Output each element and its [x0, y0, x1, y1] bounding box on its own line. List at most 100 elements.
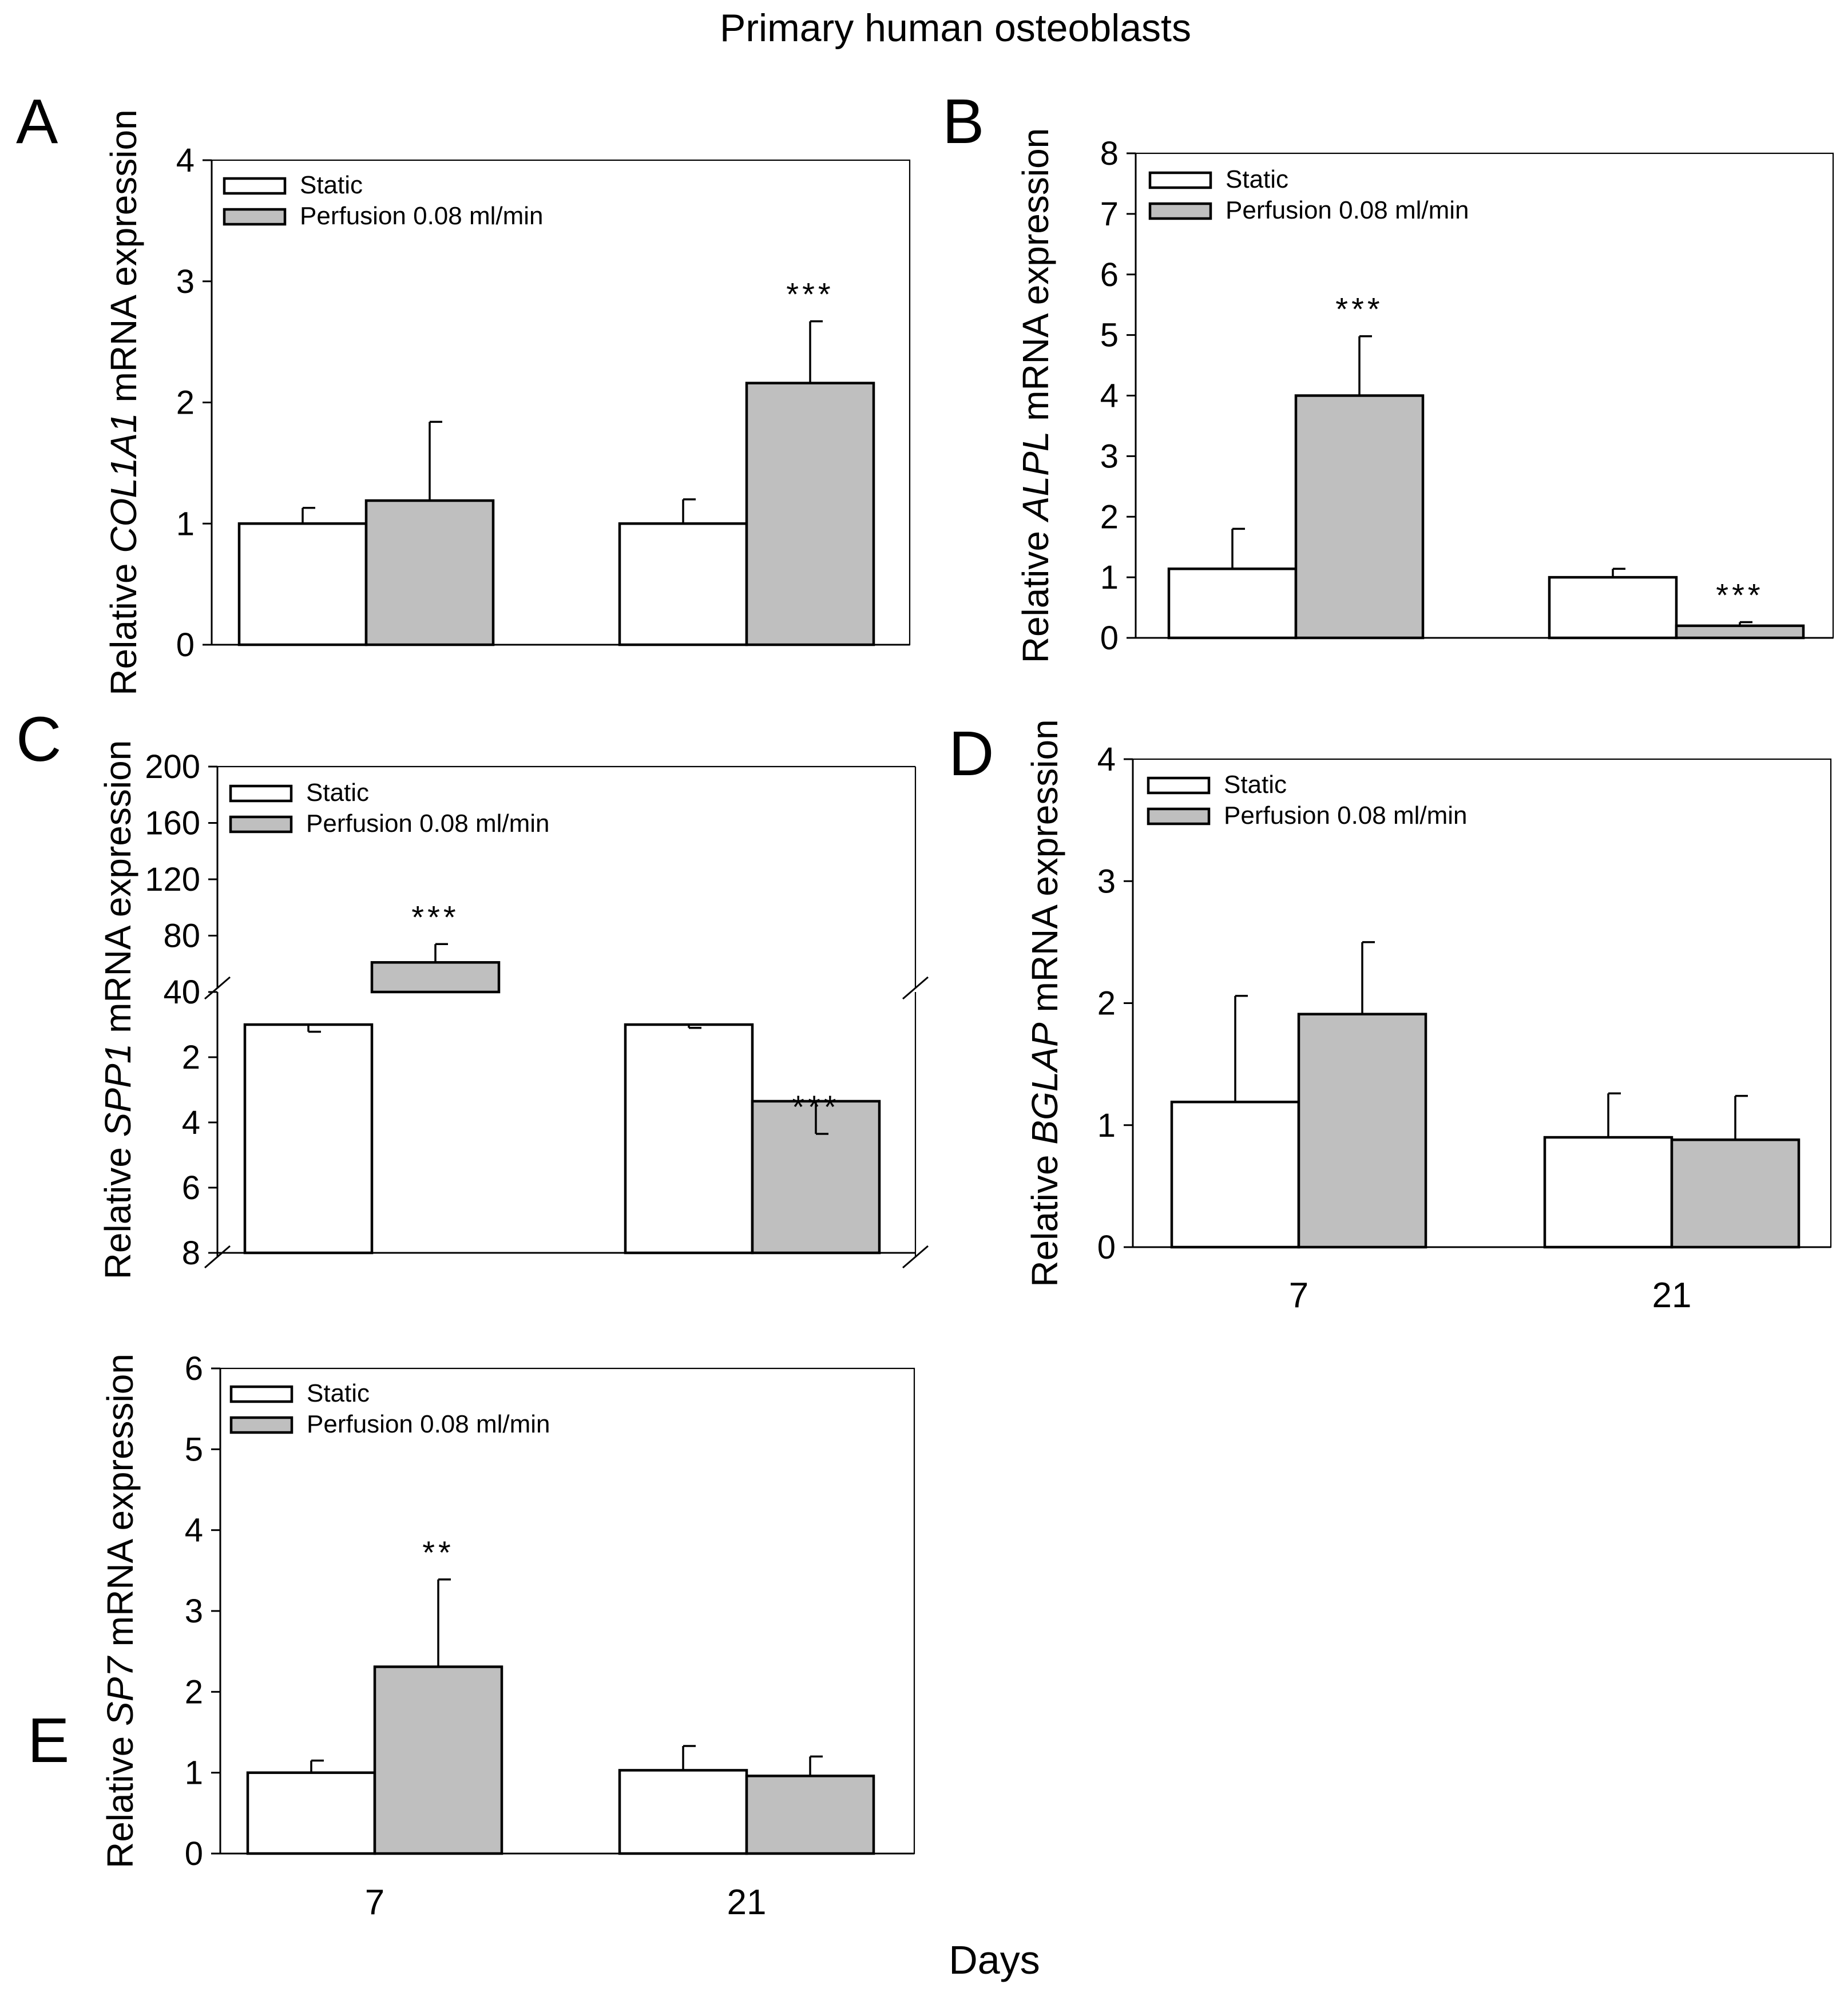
bar-static	[618, 1769, 748, 1855]
bar-static	[624, 1023, 754, 1255]
legend-swatch-static	[223, 177, 287, 195]
y-tick-label: 3	[1100, 438, 1119, 475]
y-axis-label: Relative COL1A1 mRNA expression	[103, 109, 144, 695]
x-tick-label: 7	[1289, 1276, 1308, 1315]
bar-static	[246, 1771, 376, 1855]
y-tick-label: 120	[145, 861, 200, 898]
legend-swatch-perfusion	[1147, 807, 1211, 826]
y-tick-label: 4	[182, 1104, 200, 1141]
y-tick-label: 6	[1100, 256, 1119, 293]
x-tick-label: 21	[727, 1883, 767, 1922]
bar-perfusion	[1675, 624, 1805, 640]
y-axis-label: Relative SPP1 mRNA expression	[97, 740, 138, 1280]
y-tick-label: 7	[1100, 196, 1119, 233]
legend-swatch-perfusion	[1148, 202, 1212, 220]
legend-swatch-perfusion	[229, 815, 293, 834]
bar-static	[1167, 568, 1298, 640]
legend-swatch-static	[1148, 171, 1212, 189]
x-axis-label: Days	[949, 1938, 1040, 1982]
legend-label-perfusion: Perfusion 0.08 ml/min	[1226, 196, 1469, 224]
y-tick-label: 2	[182, 1039, 200, 1076]
y-axis-label: Relative ALPL mRNA expression	[1015, 128, 1056, 664]
significance-label: ***	[786, 276, 834, 312]
y-tick-label: 8	[1100, 135, 1119, 172]
y-tick-label: 1	[1097, 1107, 1116, 1144]
y-tick-label: 3	[176, 263, 195, 300]
y-axis-label-gene: SPP1	[97, 1043, 138, 1137]
figure-title: Primary human osteoblasts	[720, 6, 1191, 50]
x-tick-label: 21	[1652, 1276, 1692, 1315]
significance-label: ***	[1335, 291, 1383, 327]
bar-static	[618, 522, 748, 646]
y-axis-label-prefix: Relative	[97, 1137, 138, 1279]
y-axis-label-prefix: Relative	[1015, 521, 1056, 663]
legend-label-perfusion: Perfusion 0.08 ml/min	[300, 202, 544, 230]
y-axis-label: Relative BGLAP mRNA expression	[1024, 719, 1065, 1287]
y-axis-label-suffix: mRNA expression	[97, 740, 138, 1043]
y-axis-label-gene: COL1A1	[103, 412, 144, 553]
y-axis-label-prefix: Relative	[1024, 1145, 1065, 1287]
y-tick-label: 5	[1100, 317, 1119, 354]
y-tick-label: 4	[185, 1512, 203, 1549]
y-axis-label-gene: BGLAP	[1024, 1022, 1065, 1145]
y-tick-label: 0	[176, 626, 195, 664]
y-axis-label-suffix: mRNA expression	[1024, 719, 1065, 1022]
significance-label: ***	[1716, 577, 1763, 613]
y-tick-label: 1	[176, 505, 195, 542]
y-tick-label: 2	[176, 384, 195, 422]
panel-e: E 0 1 2 3 4 5 6 Relative SP7 mRNA expression ** 7 2…	[27, 1350, 915, 1922]
axis-break-mark-left-upper	[204, 976, 231, 1000]
bar-perfusion	[364, 499, 495, 646]
axis-break-mark-right-lower	[902, 1245, 929, 1269]
bar-perfusion	[745, 382, 875, 646]
bar-static	[1543, 1136, 1673, 1249]
y-tick-label: 2	[1097, 985, 1116, 1022]
y-axis-label-suffix: mRNA expression	[100, 1354, 141, 1657]
y-tick-label: 4	[1100, 378, 1119, 415]
legend-label-perfusion: Perfusion 0.08 ml/min	[307, 1410, 550, 1438]
legend-swatch-static	[229, 784, 293, 803]
y-tick-label: 1	[185, 1755, 203, 1792]
y-tick-label: 3	[185, 1593, 203, 1630]
y-tick-label: 3	[1097, 863, 1116, 900]
legend-label-static: Static	[300, 171, 363, 199]
plot-frame	[1135, 152, 1834, 639]
legend-swatch-perfusion	[223, 208, 287, 226]
legend-swatch-perfusion	[229, 1416, 294, 1434]
panel-letter: B	[942, 86, 984, 157]
bar-static	[1170, 1100, 1300, 1249]
legend-swatch-static	[1147, 776, 1211, 795]
legend-label-static: Static	[1226, 165, 1288, 193]
legend-label-perfusion: Perfusion 0.08 ml/min	[306, 809, 550, 838]
axis-break-mark-right-upper	[902, 976, 929, 1000]
panel-b: B 0 1 2 3 4 5 6 7 8 Relative ALPL mRNA expression *…	[942, 86, 1834, 664]
panel-letter: C	[16, 704, 61, 775]
panel-letter: D	[949, 719, 994, 789]
bar-perfusion	[1294, 394, 1425, 640]
x-tick-label: 7	[365, 1883, 384, 1922]
y-axis-label-gene: SP7	[100, 1656, 141, 1726]
legend-label-static: Static	[1224, 771, 1287, 799]
y-tick-label: 1	[1100, 559, 1119, 596]
legend-label-perfusion: Perfusion 0.08 ml/min	[1224, 801, 1468, 830]
panel-a: A 0 1 2 3 4 Relative COL1A1 mRNA expression ***…	[16, 86, 911, 696]
legend-label-static: Static	[306, 779, 369, 807]
y-axis-label-suffix: mRNA expression	[1015, 128, 1056, 431]
y-tick-label: 2	[185, 1673, 203, 1711]
y-tick-label: 4	[176, 142, 195, 179]
bar-static	[237, 522, 368, 646]
bar-perfusion	[745, 1775, 875, 1855]
bar-static	[1548, 576, 1678, 640]
legend-label-static: Static	[307, 1379, 370, 1407]
significance-label: ***	[411, 899, 459, 935]
y-tick-label: 6	[185, 1350, 203, 1387]
bar-perfusion	[373, 1665, 503, 1855]
bar-perfusion	[1670, 1138, 1801, 1249]
bar-perfusion	[1297, 1013, 1427, 1249]
y-tick-label: 5	[185, 1431, 203, 1468]
y-tick-label: 0	[1100, 620, 1119, 657]
significance-label: ***	[792, 1089, 839, 1125]
y-tick-label: 2	[1100, 498, 1119, 535]
